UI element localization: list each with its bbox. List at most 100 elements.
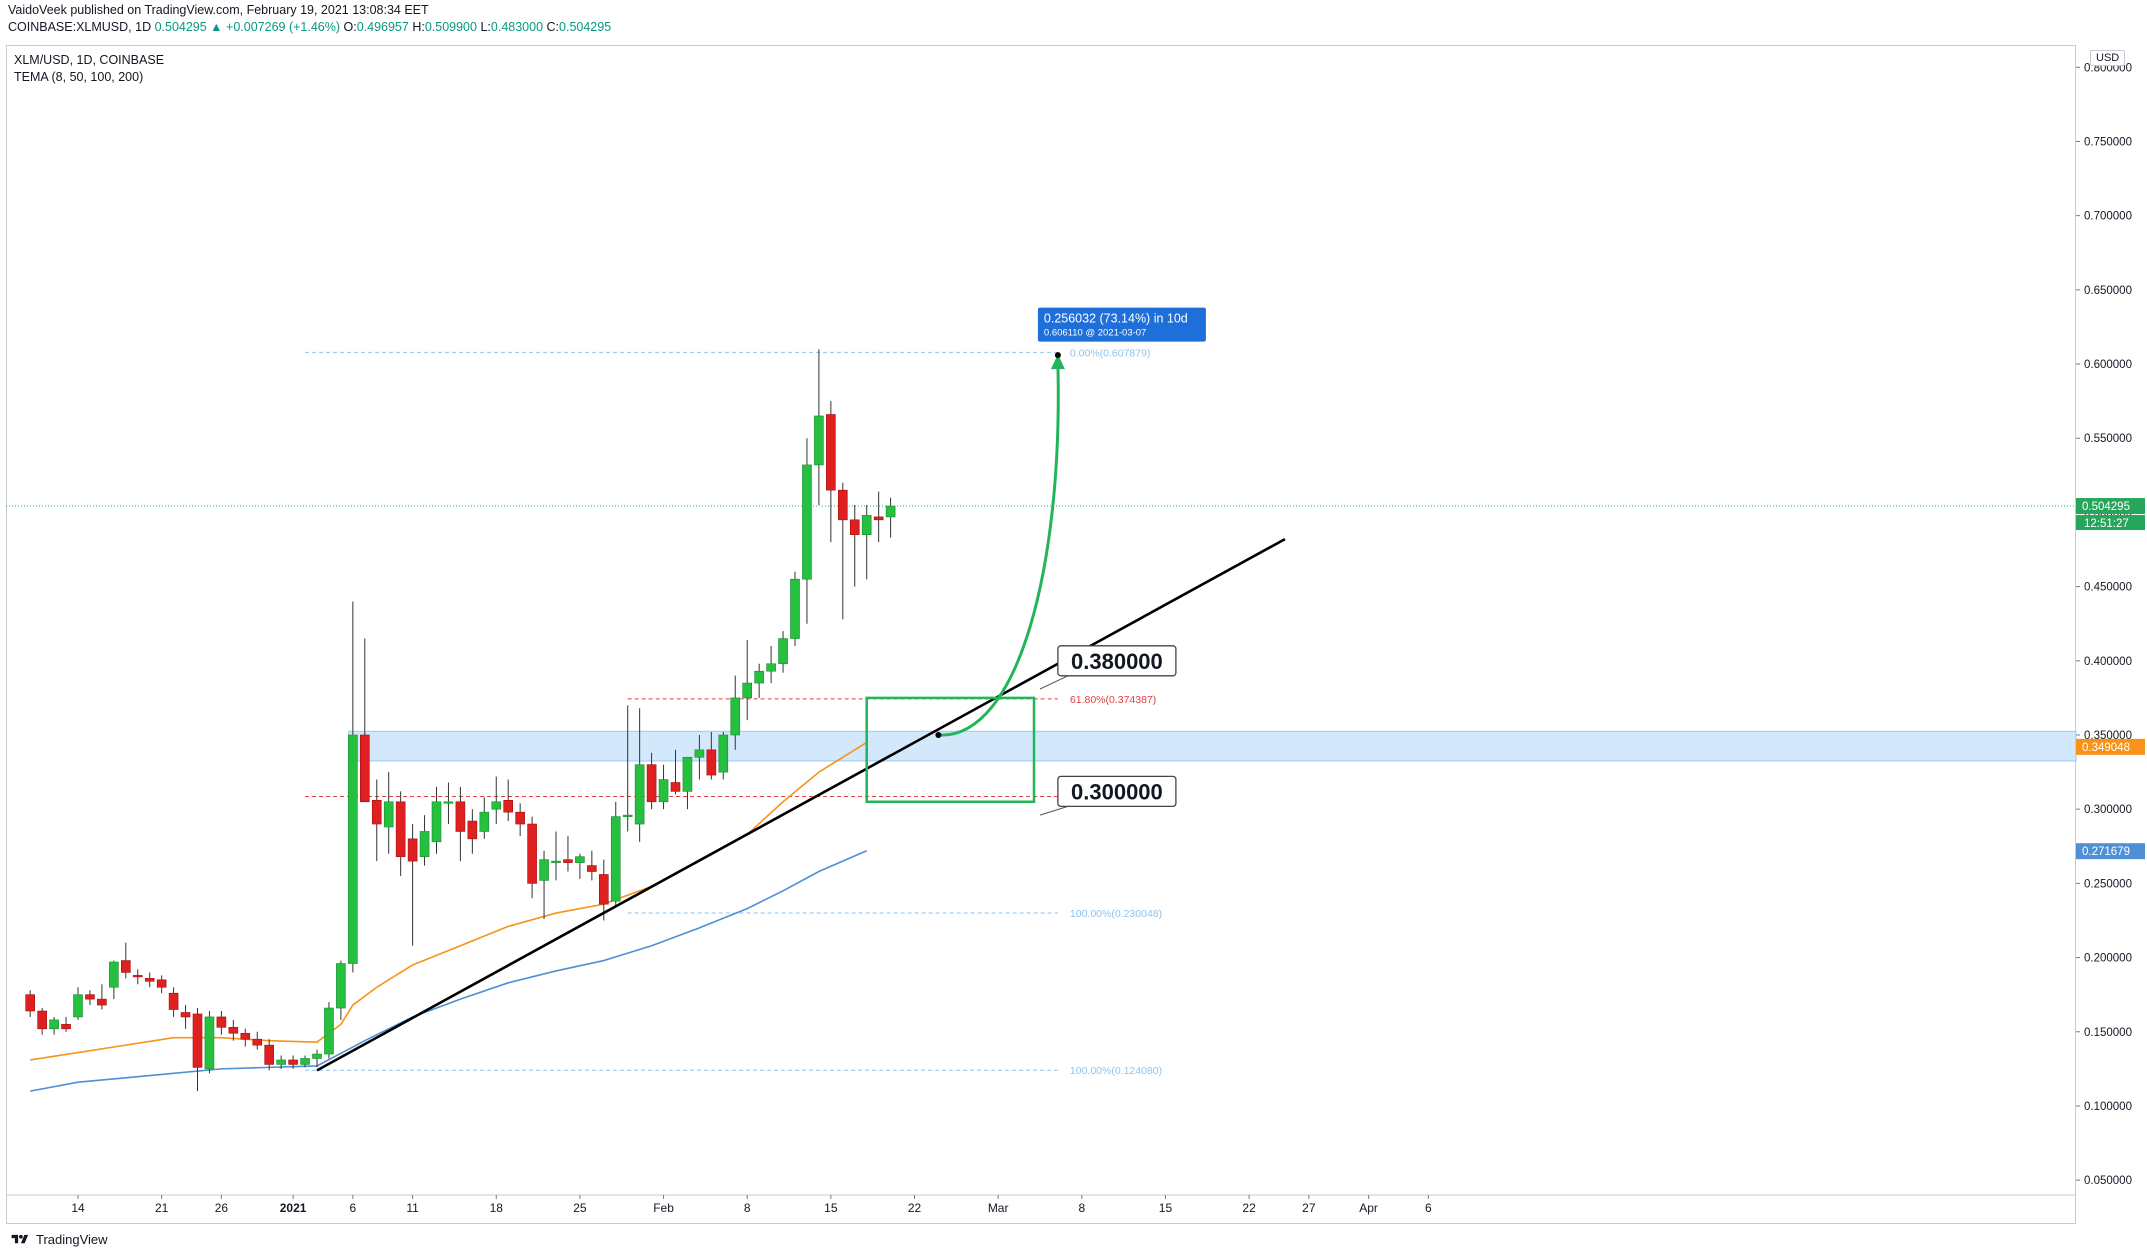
fib-level-label: 100.00%(0.230048) bbox=[1070, 908, 1162, 920]
projection-origin-dot bbox=[935, 732, 942, 738]
indicator-legend: TEMA (8, 50, 100, 200) bbox=[14, 70, 144, 84]
candle bbox=[383, 801, 394, 828]
close-label: C: bbox=[546, 20, 560, 34]
candle bbox=[431, 801, 442, 843]
last-price-badge-box bbox=[2076, 498, 2145, 515]
candle bbox=[826, 414, 836, 491]
high-label: H: bbox=[412, 20, 425, 34]
symbol-ohlc-line: COINBASE:XLMUSD, 1D 0.504295 ▲ +0.007269… bbox=[8, 20, 611, 34]
y-tick-label: 0.600000 bbox=[2084, 359, 2132, 371]
candle bbox=[718, 734, 729, 773]
candle bbox=[324, 1007, 334, 1055]
callout-label: 0.300000 bbox=[1071, 779, 1163, 804]
fib-level-label: 100.00%(0.124080) bbox=[1070, 1065, 1162, 1077]
candle bbox=[670, 782, 681, 792]
fib-level-label: 0.00%(0.607879) bbox=[1070, 347, 1151, 359]
y-tick-label: 0.050000 bbox=[2084, 1175, 2132, 1187]
candle bbox=[706, 749, 717, 776]
measure-label-line2: 0.606110 @ 2021-03-07 bbox=[1044, 328, 1146, 339]
y-tick-label: 0.100000 bbox=[2084, 1101, 2132, 1113]
candle bbox=[168, 992, 179, 1010]
projection-target-dot bbox=[1054, 352, 1061, 359]
candle bbox=[837, 489, 848, 521]
x-tick-label: 21 bbox=[155, 1201, 169, 1215]
candle bbox=[778, 638, 788, 665]
fib-level-label: 61.80%(0.374387) bbox=[1070, 694, 1156, 706]
candle bbox=[802, 464, 812, 580]
open-label: O: bbox=[343, 20, 357, 34]
footer: TradingView bbox=[10, 1232, 108, 1247]
low-label: L: bbox=[480, 20, 491, 34]
chart-legend-title: XLM/USD, 1D, COINBASE bbox=[14, 53, 165, 67]
low-value: 0.483000 bbox=[490, 20, 544, 34]
candle bbox=[132, 975, 143, 978]
candle bbox=[156, 979, 167, 988]
last-price-badge-label: 0.504295 bbox=[2082, 501, 2130, 513]
high-value: 0.509900 bbox=[424, 20, 477, 34]
candle bbox=[622, 814, 633, 817]
candle bbox=[336, 963, 346, 1009]
candle bbox=[228, 1027, 239, 1034]
x-tick-label: 2021 bbox=[280, 1201, 307, 1215]
candle bbox=[634, 764, 645, 825]
x-tick-label: Apr bbox=[1359, 1201, 1378, 1215]
y-tick-label: 0.200000 bbox=[2084, 953, 2132, 965]
candle bbox=[73, 994, 83, 1018]
callout-label: 0.380000 bbox=[1071, 649, 1163, 674]
x-tick-label: 8 bbox=[1078, 1201, 1085, 1215]
candle bbox=[730, 697, 741, 736]
tema-100-line bbox=[30, 850, 868, 1092]
close-value: 0.504295 bbox=[559, 20, 612, 34]
measure-label-line1: 0.256032 (73.14%) in 10d bbox=[1044, 312, 1188, 326]
candle bbox=[694, 749, 705, 758]
candle bbox=[491, 801, 502, 810]
y-tick-label: 0.300000 bbox=[2084, 804, 2132, 816]
candle bbox=[682, 756, 693, 792]
candle bbox=[443, 801, 454, 804]
y-tick-label: 0.400000 bbox=[2084, 656, 2132, 668]
measure-label-box bbox=[1037, 307, 1206, 342]
candle bbox=[515, 811, 525, 825]
y-tick-label: 0.450000 bbox=[2084, 582, 2132, 594]
candle bbox=[575, 856, 585, 863]
x-tick-label: 22 bbox=[1242, 1201, 1256, 1215]
currency-badge[interactable]: USD bbox=[2090, 50, 2126, 66]
candle bbox=[109, 961, 119, 988]
candle bbox=[479, 811, 490, 832]
candle bbox=[551, 860, 561, 863]
candle bbox=[348, 734, 358, 964]
x-tick-label: Feb bbox=[653, 1201, 674, 1215]
candle bbox=[252, 1038, 263, 1046]
candle bbox=[419, 831, 430, 857]
candle bbox=[25, 994, 36, 1012]
x-tick-label: 14 bbox=[71, 1201, 85, 1215]
x-tick-label: 18 bbox=[490, 1201, 504, 1215]
candle bbox=[407, 838, 418, 862]
candle bbox=[49, 1019, 59, 1030]
projection-arrow-head bbox=[1050, 354, 1065, 370]
change-value: 0.504295 ▲ +0.007269 (+1.46%) bbox=[154, 20, 341, 34]
x-tick-label: 8 bbox=[744, 1201, 751, 1215]
callout-pointer bbox=[1039, 805, 1069, 816]
candle bbox=[395, 801, 406, 857]
candle bbox=[180, 1012, 191, 1018]
chart-frame[interactable] bbox=[6, 45, 2076, 1224]
callout-box bbox=[1057, 775, 1177, 808]
y-tick-label: 0.150000 bbox=[2084, 1027, 2132, 1039]
candle bbox=[455, 801, 466, 832]
trendline bbox=[316, 537, 1286, 1072]
candle bbox=[885, 505, 896, 518]
candle bbox=[587, 865, 597, 872]
candle bbox=[610, 816, 621, 902]
x-tick-label: 27 bbox=[1302, 1201, 1316, 1215]
x-tick-label: 22 bbox=[908, 1201, 922, 1215]
support-zone bbox=[348, 730, 2077, 762]
zone-badge-label: 0.349048 bbox=[2082, 742, 2130, 754]
candle bbox=[754, 670, 764, 684]
candle bbox=[766, 663, 776, 672]
candle bbox=[240, 1032, 251, 1040]
candle bbox=[503, 799, 514, 813]
zone-badge-box bbox=[2076, 738, 2145, 755]
footer-brand: TradingView bbox=[36, 1232, 108, 1247]
